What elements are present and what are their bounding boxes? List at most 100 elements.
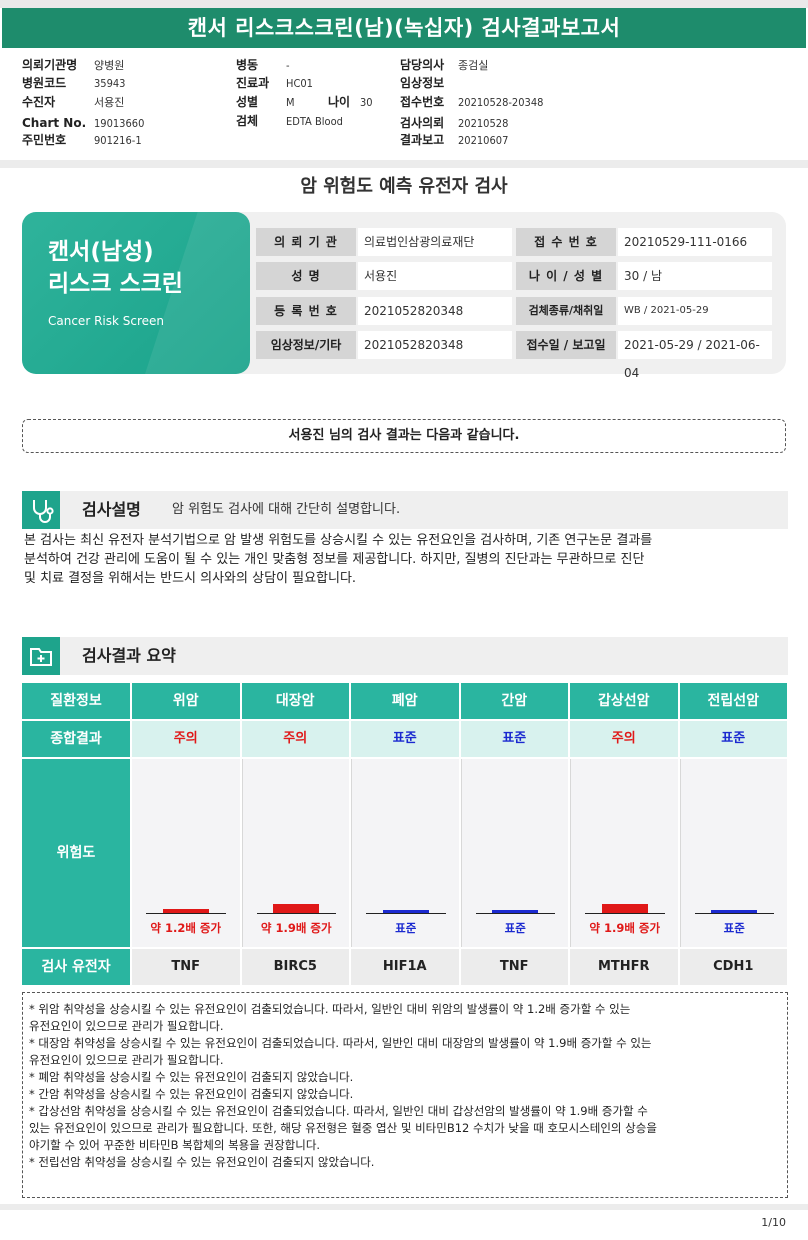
specimen-value: EDTA Blood [286, 115, 343, 128]
risk-baseline [366, 913, 446, 914]
result-notes: * 위암 취약성을 상승시킬 수 있는 유전요인이 검출되었습니다. 따라서, … [22, 992, 788, 1198]
info-key: 접 수 번 호 [516, 228, 616, 256]
info-value: 2021-05-29 / 2021-06-04 [618, 331, 772, 380]
note-line: * 갑상선암 취약성을 상승시킬 수 있는 유전요인이 검출되었습니다. 따라서… [29, 1104, 648, 1118]
risk-label: 표준 [504, 921, 526, 935]
specimen-label: 검체 [236, 114, 259, 128]
risk-label: 약 1.9배 증가 [260, 921, 332, 935]
info-key: 등 록 번 호 [256, 297, 356, 325]
info-key: 의 뢰 기 관 [256, 228, 356, 256]
risk-row-label: 위험도 [22, 759, 130, 947]
gene-name: HIF1A [351, 949, 459, 985]
ward-label: 병동 [236, 58, 259, 72]
info-value: 2021052820348 [358, 297, 512, 325]
disease-header: 갑상선암 [570, 683, 678, 719]
badge-title-line2: 리스크 스크린 [48, 271, 183, 297]
summary-result: 주의 [132, 721, 240, 757]
section-summary-header: 검사결과 요약 [22, 637, 788, 675]
disease-header: 위암 [132, 683, 240, 719]
risk-baseline [146, 913, 226, 914]
risk-baseline [475, 913, 555, 914]
disease-header: 폐암 [351, 683, 459, 719]
report-title: 캔서 리스크스크린(남)(녹십자) 검사결과보고서 [2, 8, 806, 48]
footer-bar [0, 1204, 808, 1210]
summary-row-label: 종합결과 [22, 721, 130, 757]
request-value: 20210528 [458, 117, 509, 130]
summary-result: 표준 [679, 721, 787, 757]
note-line: * 대장암 취약성을 상승시킬 수 있는 유전요인이 검출되었습니다. 따라서,… [29, 1036, 652, 1050]
receipt-label: 접수번호 [400, 95, 445, 109]
disease-header: 대장암 [241, 683, 349, 719]
sex-value: M [286, 96, 295, 109]
risk-bar [273, 903, 320, 913]
summary-result: 표준 [460, 721, 568, 757]
risk-bar [711, 910, 758, 913]
age-value: 30 [360, 96, 373, 109]
risk-label: 표준 [723, 921, 745, 935]
risk-baseline [585, 913, 665, 914]
patient-label: 수진자 [22, 95, 56, 109]
dept-value: HC01 [286, 77, 313, 90]
risk-label: 약 1.9배 증가 [589, 921, 661, 935]
section-description-header: 검사설명 암 위험도 검사에 대해 간단히 설명합니다. [22, 491, 788, 529]
rrn-value: 901216-1 [94, 134, 142, 147]
test-description: 본 검사는 최신 유전자 분석기법으로 암 발생 위험도를 상승시킬 수 있는 … [24, 531, 788, 588]
info-key: 접수일 / 보고일 [516, 331, 616, 359]
disease-header: 간암 [460, 683, 568, 719]
gene-name: CDH1 [679, 949, 787, 985]
section-description-subtitle: 암 위험도 검사에 대해 간단히 설명합니다. [172, 502, 401, 517]
badge-english: Cancer Risk Screen [48, 314, 165, 328]
request-label: 검사의뢰 [400, 116, 445, 130]
receipt-value: 20210528-20348 [458, 96, 544, 109]
info-value: 서용진 [358, 262, 512, 290]
disease-header: 전립선암 [679, 683, 787, 719]
product-badge: 캔서(남성) 리스크 스크린 Cancer Risk Screen [22, 212, 250, 374]
risk-cell: 약 1.9배 증가 [241, 759, 349, 947]
result-intro-banner: 서용진 님의 검사 결과는 다음과 같습니다. [22, 419, 786, 453]
gene-name: MTHFR [570, 949, 678, 985]
info-key: 검체종류/채취일 [516, 297, 616, 325]
info-key: 임상정보/기타 [256, 331, 356, 359]
patient-value: 서용진 [94, 96, 125, 109]
risk-cell: 약 1.2배 증가 [132, 759, 240, 947]
ward-value: - [286, 59, 290, 72]
chart-label: Chart No. [22, 116, 87, 130]
dept-label: 진료과 [236, 76, 270, 90]
stethoscope-icon [22, 491, 60, 529]
gene-name: TNF [460, 949, 568, 985]
page-number: 1/10 [761, 1216, 786, 1229]
summary-result: 표준 [351, 721, 459, 757]
report-value: 20210607 [458, 134, 509, 147]
risk-baseline [256, 913, 336, 914]
rrn-label: 주민번호 [22, 133, 67, 147]
disease-header-label: 질환정보 [22, 683, 130, 719]
report-header-info: 의뢰기관명 양병원 병원코드 35943 수진자 서용진 Chart No. 19013… [22, 56, 582, 152]
note-line: * 폐암 취약성을 상승시킬 수 있는 유전요인이 검출되지 않았습니다. [29, 1070, 354, 1084]
risk-cell: 표준 [460, 759, 568, 947]
risk-bar [492, 910, 539, 913]
header-divider [0, 160, 808, 168]
note-line: 유전요인이 있으므로 관리가 필요합니다. [29, 1019, 224, 1033]
sex-label: 성별 [236, 95, 259, 109]
info-key: 나 이 / 성 별 [516, 262, 616, 290]
note-line: 있는 유전요인이 있으므로 관리가 필요합니다. 또한, 해당 유전형은 혈중 … [29, 1121, 657, 1135]
clinical-label: 임상정보 [400, 76, 445, 90]
risk-label: 약 1.2배 증가 [150, 921, 222, 935]
report-label: 결과보고 [400, 133, 445, 147]
note-line: 야기할 수 있어 꾸준한 비타민B 복합체의 복용을 권장합니다. [29, 1138, 321, 1152]
badge-title: 캔서(남성) 리스크 스크린 [48, 236, 183, 300]
risk-baseline [694, 913, 774, 914]
risk-cell: 표준 [679, 759, 787, 947]
code-label: 병원코드 [22, 76, 67, 90]
description-line: 및 치료 결정을 위해서는 반드시 의사와의 상담이 필요합니다. [24, 571, 357, 586]
medical-folder-icon [22, 637, 60, 675]
chart-value: 19013660 [94, 117, 145, 130]
info-value: 의료법인삼광의료재단 [358, 228, 512, 256]
age-label: 나이 [328, 95, 351, 109]
info-value: WB / 2021-05-29 [618, 297, 772, 325]
badge-title-line1: 캔서(남성) [48, 239, 154, 265]
risk-bar [382, 910, 429, 913]
info-value: 30 / 남 [618, 262, 772, 290]
gene-name: BIRC5 [241, 949, 349, 985]
summary-result: 주의 [241, 721, 349, 757]
